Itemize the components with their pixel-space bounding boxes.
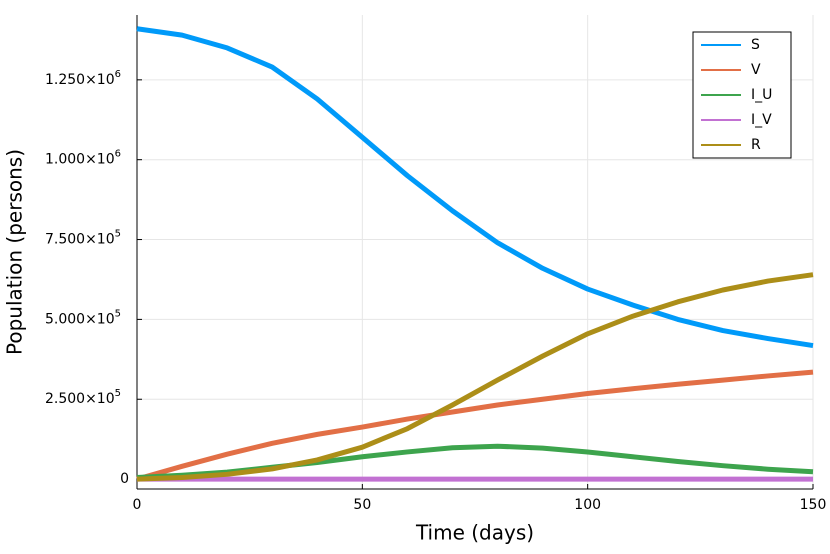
- tick-mantissa: 1.000×10: [45, 152, 115, 168]
- tick-exponent: 5: [115, 388, 121, 399]
- y-tick-label: 5.000×105: [45, 308, 121, 327]
- tick-mantissa: 7.500×10: [45, 232, 115, 248]
- series-line: [136, 272, 814, 482]
- legend-label: R: [751, 137, 761, 153]
- legend-label: I_V: [751, 112, 772, 128]
- tick-mantissa: 2.500×10: [45, 391, 115, 407]
- y-tick-label: 1.250×106: [45, 69, 121, 88]
- y-tick-label: 1.000×106: [45, 149, 121, 168]
- x-axis-label: Time (days): [415, 521, 534, 545]
- tick-exponent: 5: [115, 229, 121, 240]
- legend-label: I_U: [751, 87, 772, 103]
- series-line: [136, 369, 814, 482]
- y-axis-label: Population (persons): [3, 149, 27, 355]
- tick-exponent: 5: [115, 308, 121, 319]
- y-tick-label: 0: [120, 471, 129, 487]
- x-tick-label: 150: [800, 497, 827, 513]
- tick-mantissa: 5.000×10: [45, 311, 115, 327]
- x-tick-label: 100: [574, 497, 601, 513]
- legend-label: V: [751, 62, 761, 78]
- legend-label: S: [751, 37, 760, 53]
- series-line: [136, 26, 814, 349]
- x-tick-label: 0: [133, 497, 142, 513]
- tick-exponent: 6: [115, 149, 121, 160]
- y-tick-label: 7.500×105: [45, 229, 121, 248]
- tick-mantissa: 1.250×10: [45, 72, 115, 88]
- y-tick-label: 2.500×105: [45, 388, 121, 407]
- x-tick-label: 50: [353, 497, 371, 513]
- tick-exponent: 6: [115, 69, 121, 80]
